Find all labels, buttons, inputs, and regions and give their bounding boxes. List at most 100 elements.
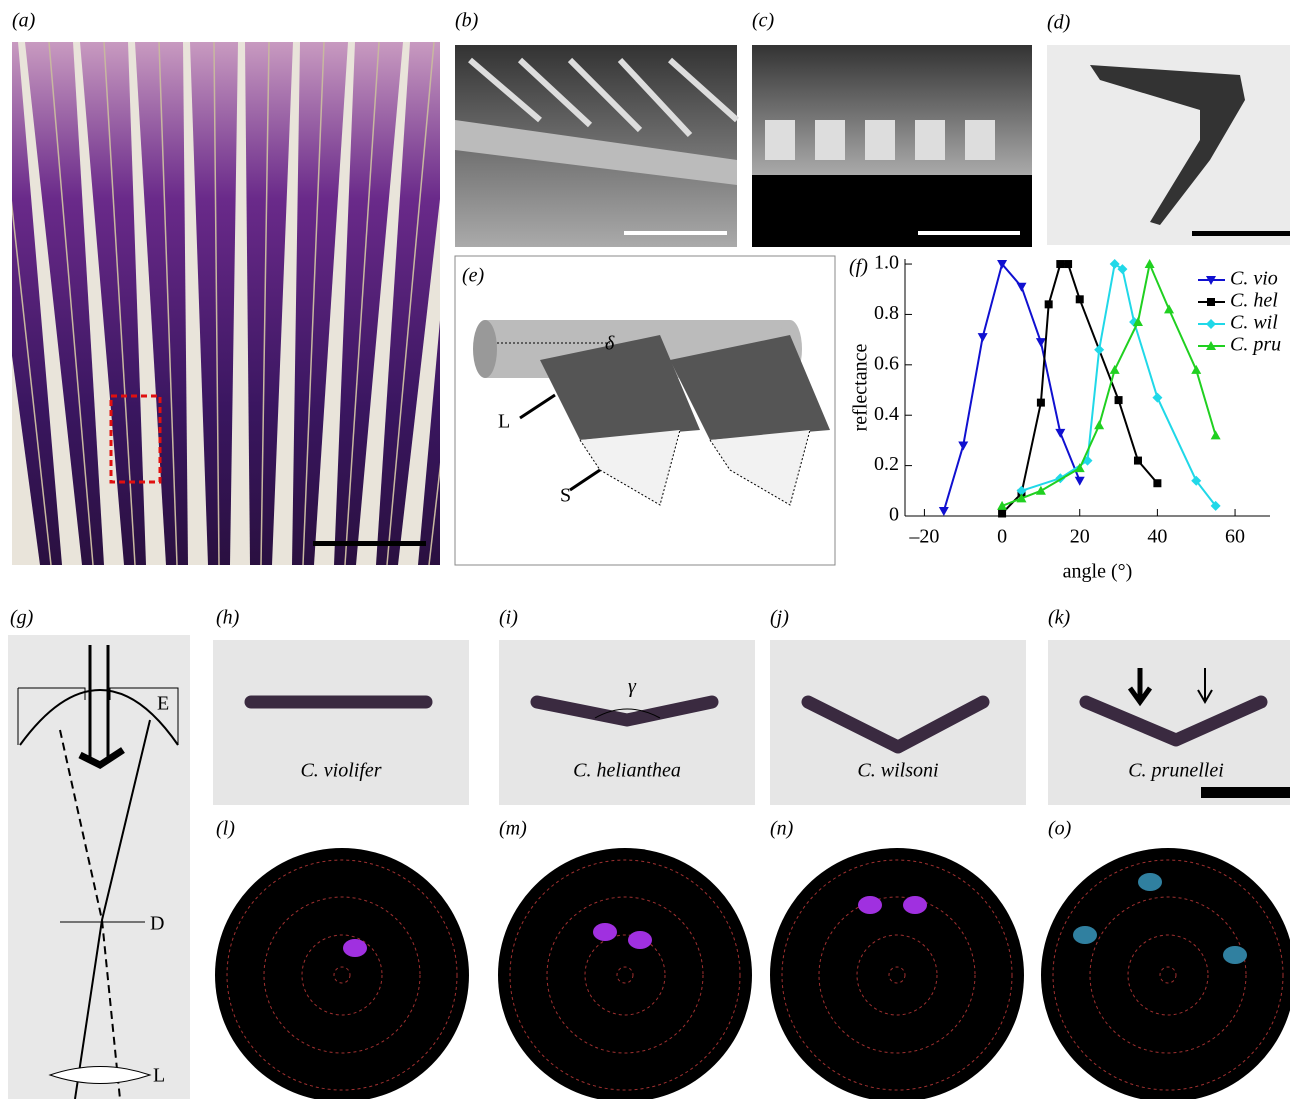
feather <box>25 42 104 565</box>
panel-label: (l) <box>216 818 235 840</box>
point <box>1056 260 1065 269</box>
angle-ring <box>263 896 421 1054</box>
species-label: C. violifer <box>300 760 381 782</box>
section <box>801 695 990 754</box>
species-label: C. helianthea <box>573 760 681 782</box>
reflection-spot <box>628 931 652 949</box>
section-bg <box>213 640 469 805</box>
point <box>998 509 1007 518</box>
rachis <box>344 42 380 565</box>
chart-f: –20 0 20 40 60 0 0.2 0.4 0.6 0.8 1.0 angle (°) refle… <box>850 252 1282 583</box>
pattern-disc <box>215 848 469 1099</box>
point <box>1016 485 1027 496</box>
feather <box>376 42 440 565</box>
x-tick-label: 0 <box>997 526 1007 548</box>
photo-a <box>12 42 440 565</box>
series-line <box>1021 262 1217 507</box>
panel-label: (o) <box>1048 818 1072 840</box>
section-bg <box>1048 640 1290 805</box>
panel-label: (g) <box>10 607 34 629</box>
panel-label: (h) <box>216 607 240 629</box>
series-line <box>942 261 1081 512</box>
pattern-disc <box>1041 848 1290 1099</box>
x-tick-label: 20 <box>1070 526 1090 548</box>
rachis <box>12 200 52 565</box>
point <box>1016 282 1027 292</box>
angle-ring <box>1127 934 1209 1016</box>
angle-ring <box>888 966 906 984</box>
point <box>1191 364 1202 374</box>
point <box>1064 260 1073 269</box>
angle-ring <box>1159 966 1177 984</box>
lens-label: L <box>153 1065 165 1087</box>
rachis <box>103 42 136 565</box>
legend-marker <box>1207 298 1215 306</box>
reflection-spot <box>903 896 927 914</box>
panel-label: (k) <box>1048 607 1071 629</box>
pattern-disc <box>770 848 1024 1099</box>
arrow-thin <box>1197 668 1213 704</box>
gamma-arc <box>594 708 661 719</box>
diagram-e: δ L S <box>454 255 836 566</box>
y-axis-label: reflectance <box>850 344 872 432</box>
arrow-thick <box>1127 668 1153 707</box>
feather <box>418 320 440 565</box>
point <box>977 333 988 343</box>
photo-d <box>1047 45 1290 245</box>
point <box>1114 396 1123 405</box>
point <box>997 260 1008 270</box>
point <box>1044 300 1053 309</box>
point <box>1153 479 1162 488</box>
y-tick-label: 0 <box>889 504 899 526</box>
pattern-disc <box>498 848 752 1099</box>
point <box>1036 398 1045 407</box>
point <box>1132 316 1143 326</box>
panel-label: (d) <box>1047 12 1071 34</box>
x-tick-label: 40 <box>1147 526 1167 548</box>
angle-ring <box>226 859 458 1091</box>
point <box>1016 493 1027 503</box>
panel-label: (j) <box>770 607 789 629</box>
species-label: C. prunellei <box>1128 760 1224 782</box>
angle-ring <box>1089 896 1247 1054</box>
angle-ring <box>781 859 1013 1091</box>
section <box>1079 695 1268 747</box>
y-tick-label: 0.2 <box>874 453 899 475</box>
feather <box>12 42 62 565</box>
point <box>1109 259 1120 270</box>
legend-marker <box>1206 341 1216 350</box>
rachis <box>260 42 270 565</box>
section <box>530 695 719 727</box>
rachis <box>428 462 440 565</box>
y-tick-label: 1.0 <box>874 252 899 274</box>
delta-label: δ <box>605 333 615 355</box>
angle-ring <box>584 934 666 1016</box>
angle-ring <box>333 966 351 984</box>
reflection-spot <box>343 939 367 957</box>
legend-label: C. pru <box>1230 334 1281 356</box>
panel-label: (i) <box>499 607 518 629</box>
x-tick-label: 60 <box>1225 526 1245 548</box>
e-label: E <box>157 693 169 715</box>
reflection-spot <box>1073 926 1097 944</box>
rachis <box>158 42 178 565</box>
scatter-patterns <box>215 848 1290 1099</box>
rachis <box>48 42 94 565</box>
sections: C. violifer C. helianthea C. wilsoni C. pru… <box>213 640 1290 805</box>
point <box>1210 430 1221 440</box>
point <box>1094 420 1105 430</box>
scale-bar <box>1201 787 1290 798</box>
species-label: C. wilsoni <box>857 760 938 782</box>
feather <box>245 42 293 565</box>
angle-ring <box>616 966 634 984</box>
reflection-spot <box>858 896 882 914</box>
panel-label: (e) <box>462 265 485 287</box>
point <box>997 500 1008 510</box>
legend-marker <box>1206 319 1216 329</box>
rachis <box>213 42 220 565</box>
point <box>1210 500 1221 511</box>
x-axis-label: angle (°) <box>1063 561 1133 583</box>
panel-label: (c) <box>752 10 775 32</box>
feather <box>135 42 188 565</box>
point <box>1191 475 1202 486</box>
